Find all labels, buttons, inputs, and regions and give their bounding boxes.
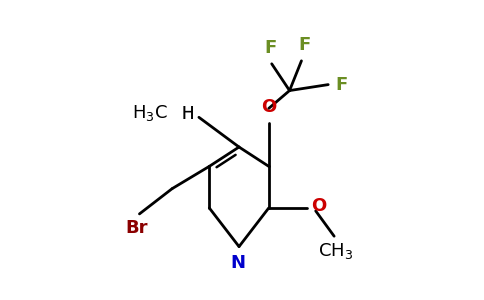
Text: F: F [264, 39, 276, 57]
Text: $\mathrm{CH_3}$: $\mathrm{CH_3}$ [318, 241, 353, 261]
Text: H: H [181, 105, 194, 123]
Text: O: O [311, 197, 326, 215]
Text: F: F [298, 36, 311, 54]
Text: F: F [335, 76, 348, 94]
Text: H: H [181, 105, 194, 123]
Text: O: O [261, 98, 276, 116]
Text: $\mathrm{H_3C}$: $\mathrm{H_3C}$ [132, 103, 167, 123]
Text: N: N [231, 254, 246, 272]
Text: Br: Br [126, 219, 148, 237]
